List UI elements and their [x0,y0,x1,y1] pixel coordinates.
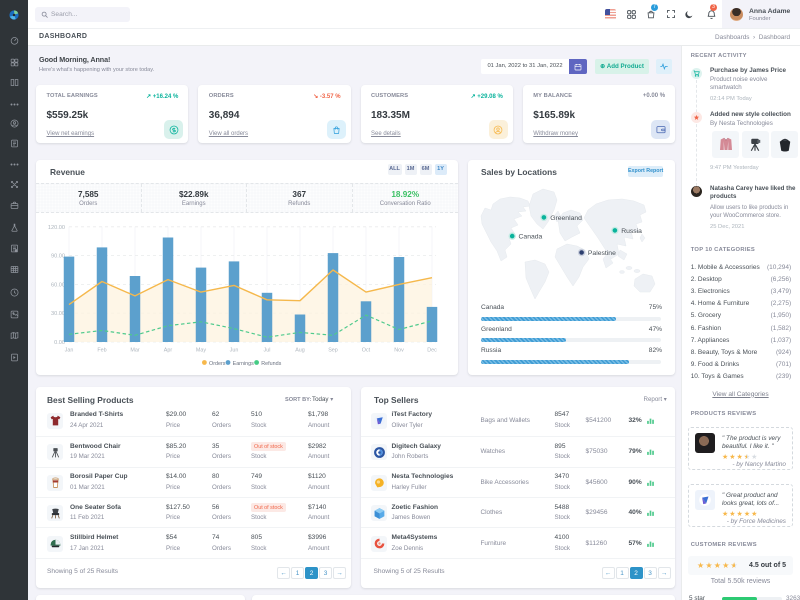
svg-text:Dec: Dec [427,348,437,354]
svg-text:Jul: Jul [264,348,271,354]
svg-text:Russia: Russia [621,228,642,235]
svg-text:Apr: Apr [164,348,173,354]
svg-text:Canada: Canada [519,234,543,241]
svg-text:Refunds: Refunds [261,361,281,367]
svg-text:Feb: Feb [97,348,106,354]
svg-text:Jan: Jan [65,348,74,354]
svg-text:Aug: Aug [295,348,305,354]
svg-text:Orders: Orders [209,361,226,367]
svg-text:90.00: 90.00 [51,254,65,260]
svg-text:Oct: Oct [362,348,371,354]
svg-text:Sep: Sep [328,348,338,354]
svg-text:Palestine: Palestine [588,250,616,257]
svg-text:120.00: 120.00 [48,225,65,231]
svg-text:May: May [196,348,206,354]
svg-text:Nov: Nov [394,348,404,354]
svg-text:30.00: 30.00 [51,311,65,317]
svg-text:Greenland: Greenland [550,215,582,222]
svg-text:Earnings: Earnings [233,361,255,367]
svg-text:Mar: Mar [130,348,139,354]
svg-text:0.00: 0.00 [54,340,65,346]
svg-text:Jun: Jun [230,348,239,354]
svg-text:60.00: 60.00 [51,282,65,288]
